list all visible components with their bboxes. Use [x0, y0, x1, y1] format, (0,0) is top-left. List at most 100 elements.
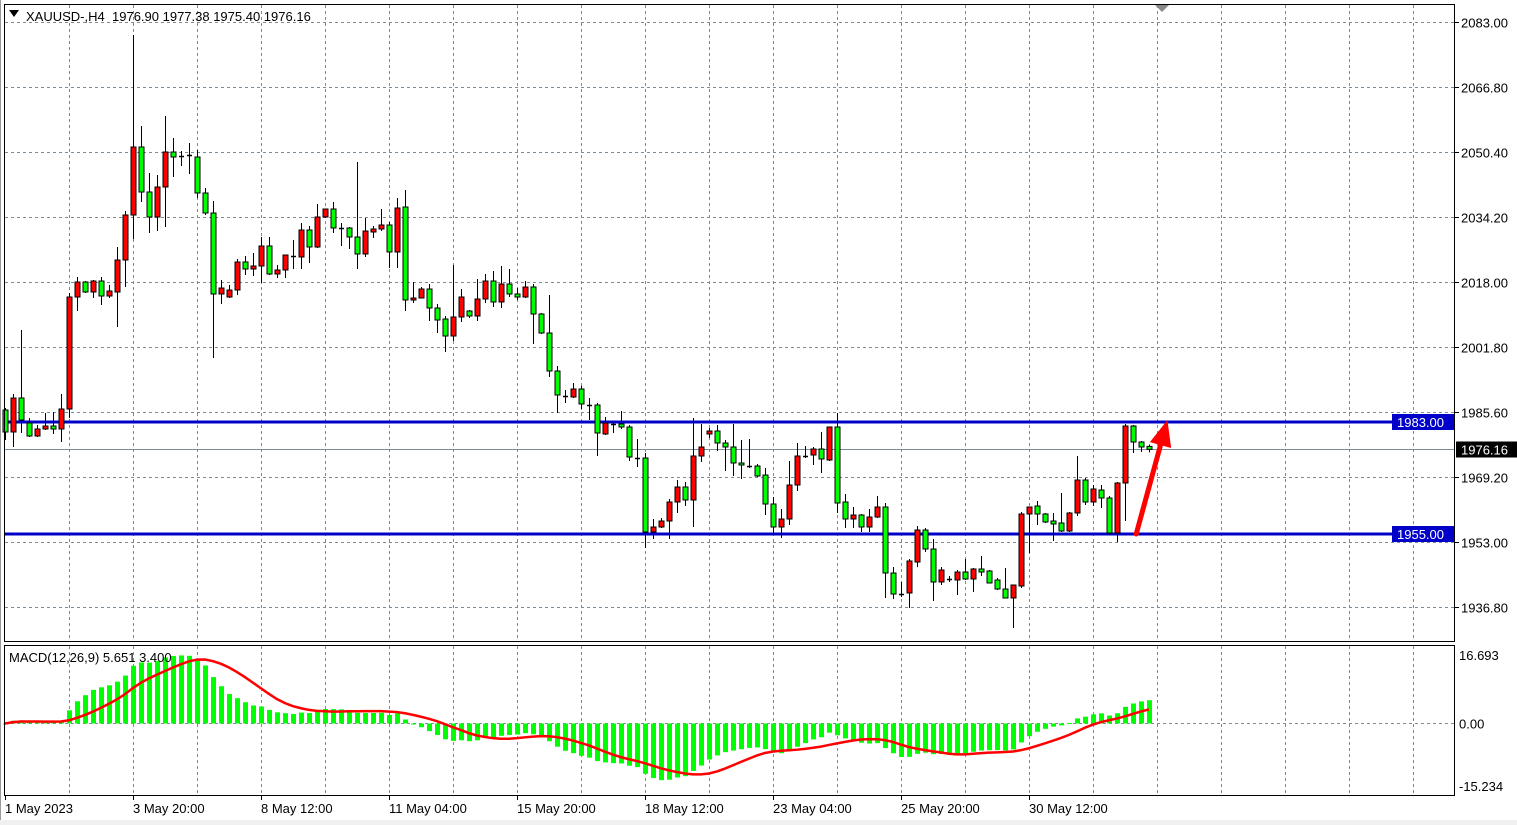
macd-histogram-bar: [747, 723, 752, 748]
macd-histogram-bar: [139, 662, 144, 724]
level-lines: [5, 420, 1455, 536]
macd-histogram-bar: [299, 712, 304, 724]
candle-body-down: [530, 286, 537, 315]
candle: [930, 539, 937, 601]
candle-body-down: [818, 448, 825, 460]
candle: [18, 330, 25, 433]
candle-body-down: [194, 156, 201, 194]
status-strip: [0, 820, 1517, 825]
macd-histogram-bar: [235, 698, 240, 724]
candle-body-down: [842, 501, 849, 520]
macd-histogram-bar: [955, 723, 960, 754]
macd-histogram-bar: [1099, 713, 1104, 724]
candle: [714, 425, 721, 451]
candle-body-down: [1106, 497, 1113, 534]
candle-body-down: [738, 462, 745, 466]
candle-body-down: [50, 425, 57, 430]
macd-histogram-bar: [571, 723, 576, 754]
macd-histogram-bar: [531, 723, 536, 735]
chart-shift-marker-icon[interactable]: [1155, 5, 1169, 12]
price-tick-label: 1953.00: [1461, 536, 1508, 551]
macd-histogram-bar: [115, 681, 120, 724]
macd-histogram-bar: [715, 723, 720, 756]
candle-body-down: [202, 192, 209, 214]
candle-body-down: [754, 465, 761, 477]
candle: [42, 413, 49, 430]
candle-body-down: [1138, 441, 1145, 448]
candle: [194, 150, 201, 198]
macd-histogram-bar: [227, 694, 232, 724]
price-tick-label: 2083.00: [1461, 16, 1508, 31]
candle-body-up: [370, 228, 377, 233]
time-tick-label: 11 May 04:00: [389, 801, 467, 816]
candle: [818, 432, 825, 473]
candle: [674, 480, 681, 513]
candle: [506, 269, 513, 297]
macd-histogram-bar: [91, 689, 96, 724]
candle-body-up: [130, 146, 137, 216]
time-tick-label: 15 May 20:00: [517, 801, 596, 816]
macd-histogram-bar: [1147, 700, 1152, 724]
candle-body-down: [1034, 505, 1041, 515]
macd-histogram-bar: [347, 710, 352, 724]
time-tick-label: 30 May 12:00: [1029, 801, 1108, 816]
candle: [58, 394, 65, 442]
candle: [842, 494, 849, 528]
candle-body-down: [170, 151, 177, 158]
macd-histogram-bar: [339, 709, 344, 724]
candle: [442, 316, 449, 352]
macd-histogram-bar: [67, 710, 72, 724]
candle-body-up: [122, 214, 129, 261]
price-tick-label: 2034.20: [1461, 211, 1508, 226]
candle: [362, 218, 369, 257]
candle: [666, 499, 673, 539]
candle: [234, 259, 241, 295]
candle: [1018, 512, 1025, 588]
macd-histogram-bar: [939, 723, 944, 754]
triangle-down-icon[interactable]: [9, 10, 19, 17]
candle-body-up: [698, 446, 705, 457]
macd-histogram-bar: [1011, 723, 1016, 750]
candle: [747, 439, 752, 468]
candle-body-up: [66, 296, 73, 410]
macd-tick-label: 0.00: [1459, 716, 1484, 731]
candle: [850, 507, 857, 528]
candle: [890, 567, 897, 599]
candle: [834, 413, 841, 513]
macd-histogram-bar: [971, 723, 976, 752]
candle: [514, 288, 521, 300]
macd-histogram-bar: [147, 662, 152, 724]
arrow-head: [1149, 420, 1172, 448]
time-tick-label: 25 May 20:00: [901, 801, 980, 816]
macd-histogram-bar: [931, 723, 936, 755]
macd-histogram-bar: [483, 723, 488, 738]
candle-body-down: [306, 229, 313, 248]
candle: [122, 211, 129, 287]
candle-body-up: [602, 422, 609, 435]
candle: [722, 440, 729, 471]
candle: [618, 411, 625, 429]
candle-body-up: [674, 486, 681, 503]
candle: [218, 280, 225, 304]
candle: [434, 304, 441, 333]
candle: [642, 453, 649, 548]
candle-body-down: [578, 388, 585, 405]
candle-body-down: [858, 514, 865, 528]
candle-body-down: [346, 227, 353, 238]
arrow-up-annotation-icon[interactable]: [1133, 420, 1172, 537]
candle: [626, 425, 633, 461]
candles: [2, 35, 1153, 628]
level-price-label: 1955.00: [1397, 527, 1444, 542]
candle: [378, 209, 385, 231]
candle-body-down: [546, 332, 553, 372]
candle: [866, 509, 873, 532]
candle-body-down: [626, 426, 633, 458]
candle-body-up: [298, 229, 305, 258]
candle-body-up: [1010, 584, 1017, 599]
candle-body-down: [82, 281, 89, 293]
candle-body-down: [386, 224, 393, 253]
candle: [402, 190, 409, 311]
candle: [922, 528, 929, 552]
macd-histogram-bar: [915, 723, 920, 754]
